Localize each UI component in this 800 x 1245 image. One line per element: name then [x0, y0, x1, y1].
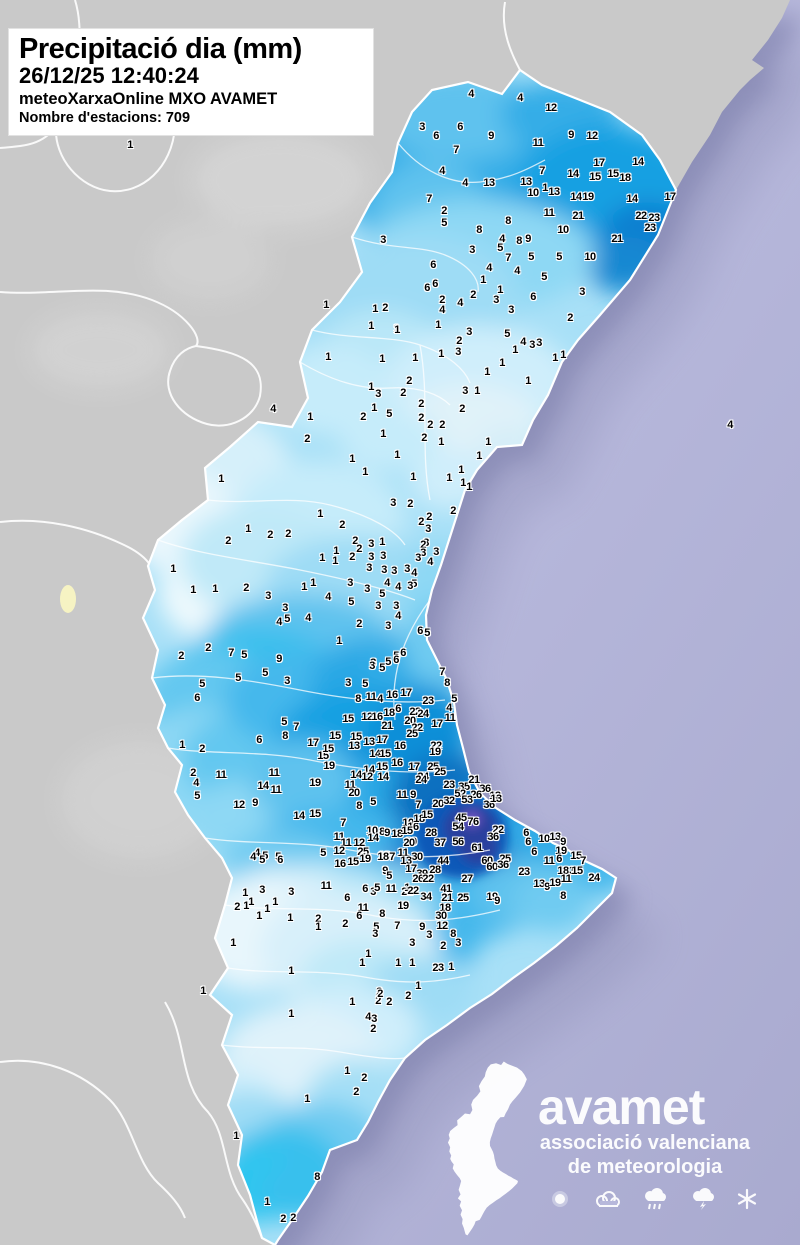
avamet-logo: avamet associació valenciana de meteorol…	[430, 1050, 800, 1245]
comarca-borders	[151, 142, 546, 1060]
cloud-icon	[595, 1191, 620, 1207]
yellow-patch	[60, 585, 76, 613]
map-datetime: 26/12/25 12:40:24	[19, 63, 199, 89]
page-title: Precipitació dia (mm)	[19, 33, 302, 65]
snowflake-icon	[737, 1188, 757, 1210]
storm-icon	[692, 1188, 714, 1210]
sun-icon	[552, 1191, 568, 1207]
province-borders	[0, 0, 521, 1239]
weather-icons-row	[548, 1188, 758, 1210]
brand-subtitle-1: associació valenciana	[539, 1132, 751, 1154]
rain-icon	[645, 1188, 666, 1210]
station-count: Nombre d'estacions: 709	[19, 110, 191, 127]
title-box: Precipitació dia (mm) 26/12/25 12:40:24 …	[8, 28, 374, 137]
map-source: meteoXarxaOnline MXO AVAMET	[19, 89, 278, 108]
brand-name: avamet	[538, 1079, 705, 1135]
brand-subtitle-2: de meteorologia	[567, 1156, 723, 1178]
